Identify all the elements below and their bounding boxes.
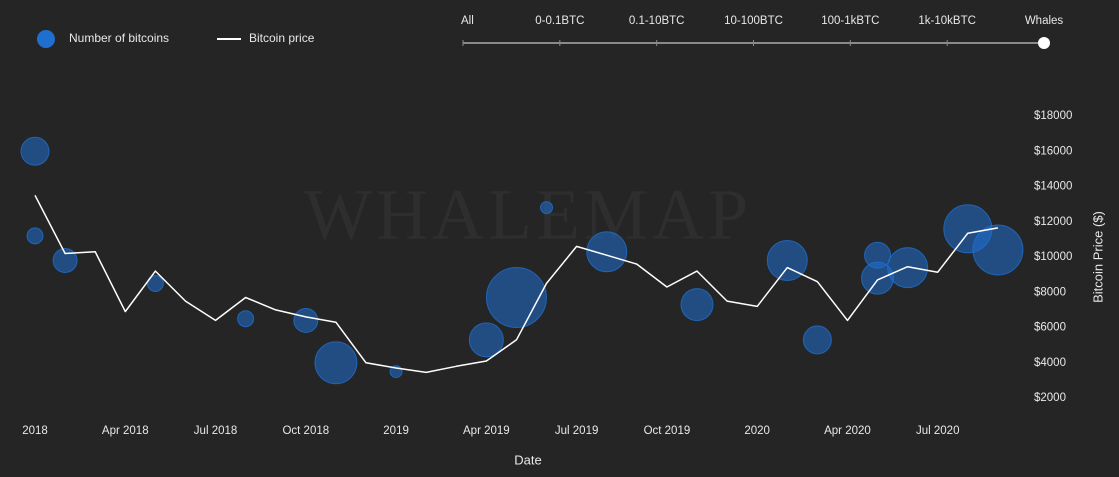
x-tick-label: Jul 2018 xyxy=(194,425,237,437)
bubble xyxy=(26,227,44,245)
y-tick-label: $6000 xyxy=(1034,322,1066,334)
slider-knob[interactable] xyxy=(1038,37,1050,49)
slider-label[interactable]: 100-1kBTC xyxy=(821,15,879,27)
slider-label[interactable]: 0.1-10BTC xyxy=(629,15,685,27)
x-tick-label: Apr 2019 xyxy=(463,425,510,437)
bubble xyxy=(20,136,50,166)
slider-label[interactable]: All xyxy=(461,15,474,27)
x-tick-label: 2018 xyxy=(22,425,48,437)
bubble xyxy=(864,241,892,269)
y-tick-label: $16000 xyxy=(1034,145,1072,157)
x-tick-label: Apr 2020 xyxy=(824,425,871,437)
price-line xyxy=(34,194,999,374)
x-axis-title: Date xyxy=(514,452,541,467)
bubble xyxy=(802,325,832,355)
slider-label[interactable]: 0-0.1BTC xyxy=(535,15,584,27)
y-tick-label: $18000 xyxy=(1034,110,1072,122)
bubble xyxy=(887,247,929,289)
legend-swatch-bubble xyxy=(37,30,55,48)
legend-label[interactable]: Bitcoin price xyxy=(249,31,315,45)
bubble xyxy=(237,310,255,328)
x-tick-label: Oct 2019 xyxy=(644,425,691,437)
y-tick-label: $10000 xyxy=(1034,251,1072,263)
x-tick-label: Jul 2019 xyxy=(555,425,598,437)
bubble xyxy=(468,322,504,358)
y-tick-label: $12000 xyxy=(1034,216,1072,228)
x-tick-label: Oct 2018 xyxy=(282,425,329,437)
bubble xyxy=(680,288,714,322)
y-tick-label: $8000 xyxy=(1034,286,1066,298)
bubble xyxy=(146,274,164,292)
legend-label[interactable]: Number of bitcoins xyxy=(69,31,169,45)
slider-label[interactable]: Whales xyxy=(1025,15,1064,27)
bubble xyxy=(314,341,358,385)
watermark: WHALEMAP xyxy=(304,175,752,255)
x-tick-label: 2020 xyxy=(744,425,770,437)
bubble xyxy=(586,231,628,273)
y-tick-label: $2000 xyxy=(1034,392,1066,404)
y-tick-label: $4000 xyxy=(1034,357,1066,369)
slider-label[interactable]: 10-100BTC xyxy=(724,15,783,27)
bubble xyxy=(52,248,78,274)
x-tick-label: Apr 2018 xyxy=(102,425,149,437)
y-axis-title: Bitcoin Price ($) xyxy=(1090,211,1105,303)
bubble xyxy=(972,224,1024,276)
bubble xyxy=(766,240,808,282)
x-tick-label: Jul 2020 xyxy=(916,425,959,437)
bubble xyxy=(485,267,547,329)
x-tick-label: 2019 xyxy=(383,425,409,437)
bubble xyxy=(293,307,319,333)
bubble xyxy=(540,201,554,215)
slider-label[interactable]: 1k-10kBTC xyxy=(918,15,976,27)
y-tick-label: $14000 xyxy=(1034,181,1072,193)
